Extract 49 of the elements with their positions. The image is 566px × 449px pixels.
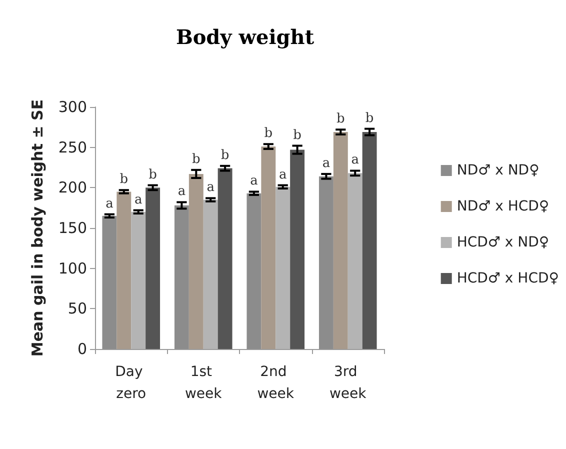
y-tick-label: 100: [58, 259, 87, 278]
annotation: a: [351, 152, 360, 168]
annotation: a: [134, 192, 142, 208]
annotation: a: [278, 167, 287, 182]
annotation: b: [336, 112, 345, 127]
annotation: a: [206, 180, 215, 196]
annotation: a: [250, 174, 258, 189]
legend-label: ND♂ x HCD♀: [456, 198, 550, 214]
bar: [348, 173, 362, 349]
legend-label: ND♂ x ND♀: [456, 162, 540, 178]
bar: [246, 193, 262, 349]
bar: [333, 132, 348, 349]
bar: [131, 212, 146, 349]
y-tick-label: 50: [68, 300, 87, 318]
annotation: b: [148, 167, 157, 182]
x-tick-label: Day zero: [115, 364, 148, 402]
x-tick-label: 3rd week: [329, 364, 368, 402]
legend-label: HCD♂ x HCD♀: [456, 270, 559, 286]
y-tick-label: 150: [58, 219, 87, 237]
y-tick-label: 0: [77, 340, 87, 358]
bar: [146, 188, 160, 349]
annotation: b: [365, 110, 374, 126]
bar: [116, 192, 132, 349]
annotation: b: [264, 126, 273, 142]
y-tick-label: 300: [58, 98, 87, 116]
y-axis-title: Mean gail in body weight ± SE: [28, 99, 46, 357]
bar: [318, 176, 334, 349]
x-tick-label: 2nd week: [257, 364, 295, 402]
annotation: b: [120, 172, 128, 188]
bar: [188, 174, 204, 349]
bar: [102, 216, 117, 349]
bar: [290, 150, 305, 349]
annotation: b: [293, 128, 302, 143]
bar: [362, 132, 377, 349]
annotation: a: [106, 196, 114, 212]
annotation: b: [192, 152, 200, 167]
bar: [174, 205, 189, 349]
bar: [218, 168, 232, 349]
chart-title: Body weight: [176, 25, 315, 49]
bar: [276, 186, 290, 349]
annotation: b: [220, 148, 230, 163]
legend-label: HCD♂ x ND♀: [456, 234, 550, 250]
bar: [261, 146, 276, 349]
y-tick-label: 250: [58, 138, 87, 156]
x-tick-label: 1st week: [184, 364, 223, 402]
annotation: a: [178, 184, 186, 200]
bar: [203, 200, 218, 349]
annotation: a: [322, 156, 330, 171]
y-tick-label: 200: [58, 178, 87, 197]
